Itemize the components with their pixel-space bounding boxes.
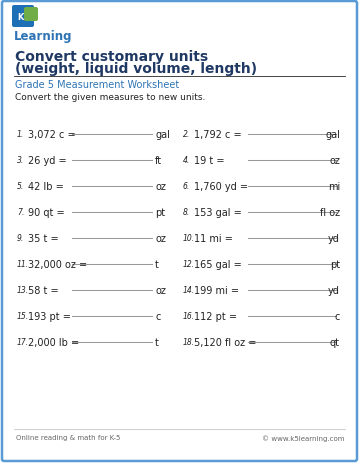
Text: qt: qt xyxy=(330,337,340,347)
Text: 6.: 6. xyxy=(183,181,190,191)
Text: 5.: 5. xyxy=(17,181,24,191)
Text: 4.: 4. xyxy=(183,156,190,165)
Text: 1,792 c =: 1,792 c = xyxy=(194,130,242,140)
FancyBboxPatch shape xyxy=(24,8,38,22)
Text: K5: K5 xyxy=(17,13,29,21)
Text: oz: oz xyxy=(155,233,166,244)
Text: Learning: Learning xyxy=(14,30,73,43)
Text: c: c xyxy=(335,311,340,321)
Text: 58 t =: 58 t = xyxy=(28,285,59,295)
Text: Grade 5 Measurement Worksheet: Grade 5 Measurement Worksheet xyxy=(15,80,179,90)
Text: (weight, liquid volume, length): (weight, liquid volume, length) xyxy=(15,62,257,76)
Text: t: t xyxy=(155,337,159,347)
Text: 12.: 12. xyxy=(183,259,195,269)
Text: © www.k5learning.com: © www.k5learning.com xyxy=(261,434,344,441)
Text: t: t xyxy=(155,259,159,269)
Text: 32,000 oz =: 32,000 oz = xyxy=(28,259,87,269)
Text: gal: gal xyxy=(325,130,340,140)
Text: yd: yd xyxy=(328,285,340,295)
Text: 13.: 13. xyxy=(17,285,29,294)
FancyBboxPatch shape xyxy=(12,6,34,28)
Text: 42 lb =: 42 lb = xyxy=(28,181,64,192)
Text: pt: pt xyxy=(330,259,340,269)
Text: Online reading & math for K-5: Online reading & math for K-5 xyxy=(16,434,120,440)
Text: 3.: 3. xyxy=(17,156,24,165)
Text: 17.: 17. xyxy=(17,337,29,346)
Text: ft: ft xyxy=(155,156,162,166)
Text: Convert customary units: Convert customary units xyxy=(15,50,208,64)
Text: c: c xyxy=(155,311,160,321)
Text: 199 mi =: 199 mi = xyxy=(194,285,239,295)
Text: oz: oz xyxy=(155,285,166,295)
Text: 153 gal =: 153 gal = xyxy=(194,207,242,218)
Text: 3,072 c =: 3,072 c = xyxy=(28,130,76,140)
Text: 18.: 18. xyxy=(183,337,195,346)
Text: 1,760 yd =: 1,760 yd = xyxy=(194,181,248,192)
Text: 35 t =: 35 t = xyxy=(28,233,59,244)
Text: 11.: 11. xyxy=(17,259,29,269)
Text: 2.: 2. xyxy=(183,130,190,139)
Text: 8.: 8. xyxy=(183,207,190,217)
Text: 11 mi =: 11 mi = xyxy=(194,233,233,244)
Text: 26 yd =: 26 yd = xyxy=(28,156,67,166)
Text: 90 qt =: 90 qt = xyxy=(28,207,65,218)
Text: 19 t =: 19 t = xyxy=(194,156,224,166)
Text: oz: oz xyxy=(155,181,166,192)
Text: pt: pt xyxy=(155,207,165,218)
Text: 7.: 7. xyxy=(17,207,24,217)
Text: 15.: 15. xyxy=(17,311,29,320)
Text: 2,000 lb =: 2,000 lb = xyxy=(28,337,79,347)
Text: 1.: 1. xyxy=(17,130,24,139)
Text: Convert the given measures to new units.: Convert the given measures to new units. xyxy=(15,93,205,102)
Text: 10.: 10. xyxy=(183,233,195,243)
Text: fl oz: fl oz xyxy=(320,207,340,218)
Text: mi: mi xyxy=(328,181,340,192)
Text: oz: oz xyxy=(329,156,340,166)
Text: 165 gal =: 165 gal = xyxy=(194,259,242,269)
Text: 9.: 9. xyxy=(17,233,24,243)
Text: yd: yd xyxy=(328,233,340,244)
Text: 112 pt =: 112 pt = xyxy=(194,311,237,321)
Text: 193 pt =: 193 pt = xyxy=(28,311,71,321)
Text: 14.: 14. xyxy=(183,285,195,294)
Text: gal: gal xyxy=(155,130,170,140)
Text: 16.: 16. xyxy=(183,311,195,320)
Text: 5,120 fl oz =: 5,120 fl oz = xyxy=(194,337,256,347)
